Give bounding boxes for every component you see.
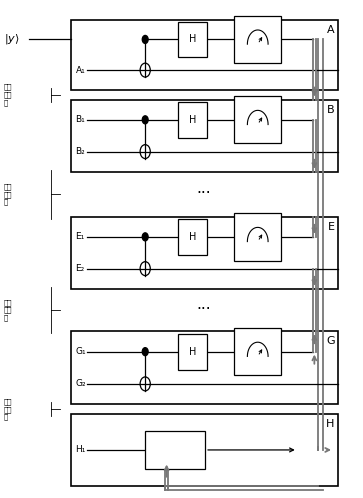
Text: $|y\rangle$: $|y\rangle$ xyxy=(4,32,19,46)
Bar xyxy=(234,96,281,143)
Text: A₁: A₁ xyxy=(76,66,85,75)
Text: 纠缠
粒子
对: 纠缠 粒子 对 xyxy=(4,84,12,106)
Circle shape xyxy=(142,233,148,241)
Bar xyxy=(145,431,205,469)
Text: B₁: B₁ xyxy=(76,116,85,124)
Bar xyxy=(71,331,338,404)
Text: B₂: B₂ xyxy=(76,147,85,156)
Text: G₂: G₂ xyxy=(76,379,86,388)
Bar xyxy=(71,100,338,172)
Text: H: H xyxy=(326,419,335,429)
Bar xyxy=(234,16,281,63)
Text: G: G xyxy=(326,336,335,346)
Text: A: A xyxy=(327,25,335,35)
Text: ···: ··· xyxy=(196,302,211,317)
Text: H: H xyxy=(189,115,196,125)
Circle shape xyxy=(142,116,148,124)
Text: G₁: G₁ xyxy=(76,347,86,356)
Bar xyxy=(234,213,281,260)
Text: 纠缠
粒子
对: 纠缠 粒子 对 xyxy=(4,299,12,321)
Bar xyxy=(71,414,338,486)
Bar xyxy=(234,328,281,375)
Text: H: H xyxy=(189,34,196,44)
Bar xyxy=(178,219,207,255)
Bar xyxy=(178,334,207,370)
Text: 纠缠
粒子
对: 纠缠 粒子 对 xyxy=(4,183,12,205)
Text: H₁: H₁ xyxy=(76,445,86,455)
Text: H: H xyxy=(189,232,196,242)
Circle shape xyxy=(142,35,148,43)
Bar xyxy=(178,102,207,138)
Circle shape xyxy=(142,348,148,356)
Bar xyxy=(178,21,207,57)
Bar xyxy=(71,20,338,90)
Text: E₁: E₁ xyxy=(76,233,85,242)
Text: B: B xyxy=(327,105,335,115)
Text: E₂: E₂ xyxy=(76,264,85,273)
Text: H: H xyxy=(189,347,196,357)
Bar xyxy=(71,217,338,289)
Text: E: E xyxy=(328,222,335,232)
Text: ···: ··· xyxy=(196,186,211,201)
Text: 纠缠
粒子
对: 纠缠 粒子 对 xyxy=(4,398,12,420)
